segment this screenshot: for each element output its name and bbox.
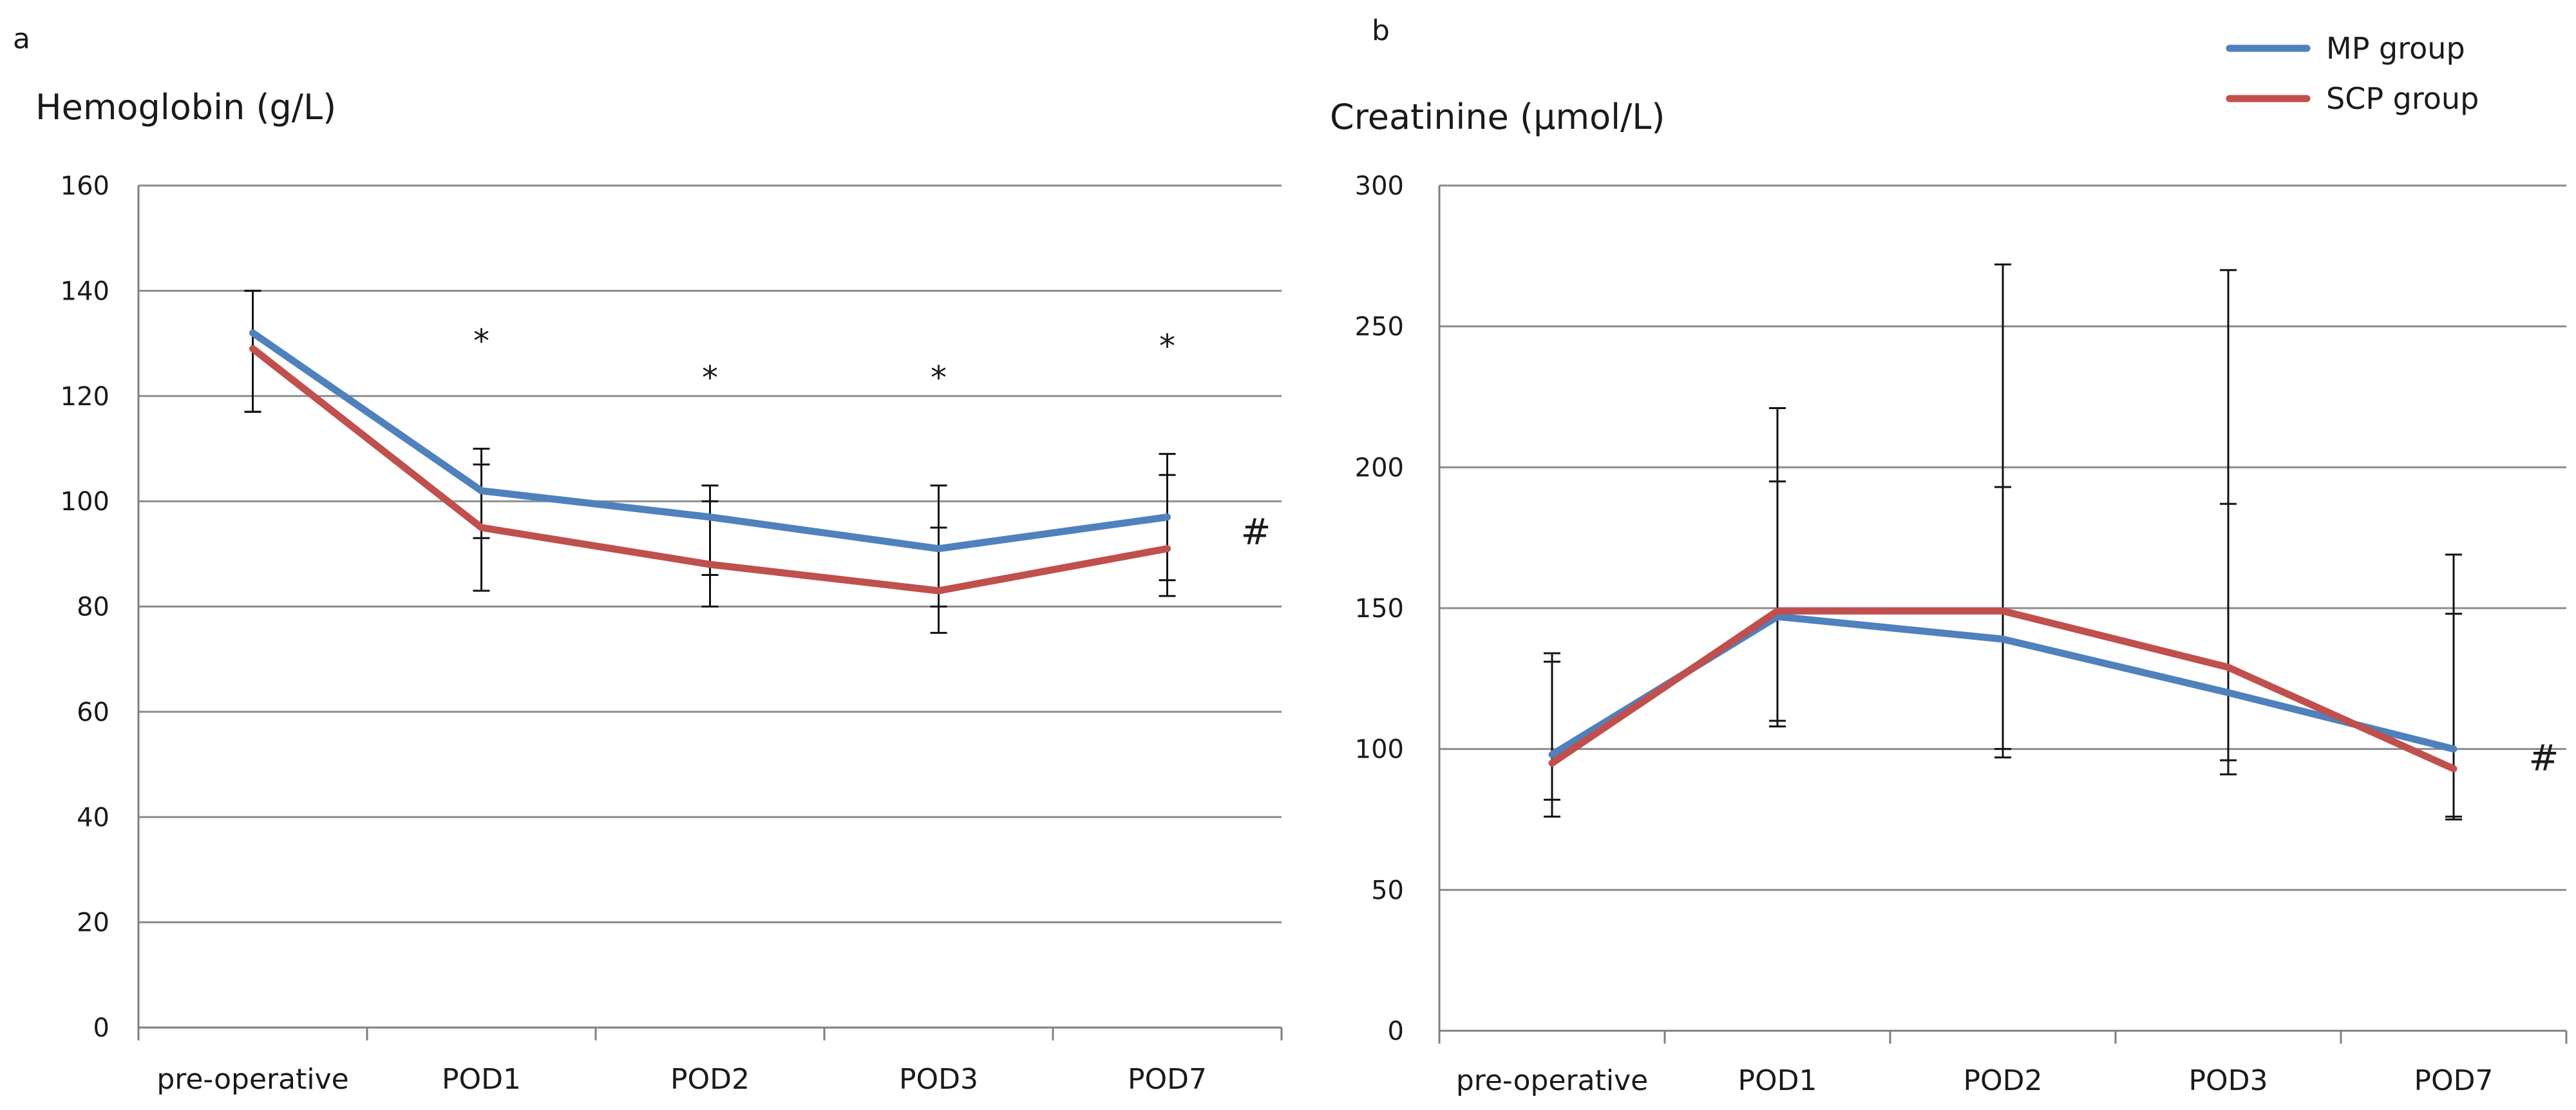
y-tick-label: 50: [1371, 876, 1404, 905]
significance-star: *: [473, 322, 489, 359]
series-line-scp: [1548, 607, 2458, 772]
y-tick-label: 80: [77, 593, 109, 622]
x-tick-label: POD7: [2414, 1064, 2493, 1097]
legend: MP group SCP group: [2226, 31, 2479, 116]
x-tick-label: POD2: [670, 1063, 750, 1096]
series-line-scp: [249, 345, 1171, 595]
x-tick-label: pre-operative: [156, 1063, 348, 1096]
group-difference-mark: #: [1241, 512, 1271, 553]
y-tick-label: 20: [77, 908, 109, 938]
y-tick-label: 160: [61, 171, 109, 201]
x-tick-label: POD1: [442, 1063, 521, 1096]
chart-title: Creatinine (μmol/L): [1330, 97, 1665, 137]
y-tick-label: 0: [93, 1013, 109, 1043]
y-tick-label: 140: [61, 276, 109, 306]
y-tick-label: 150: [1355, 594, 1404, 624]
x-tick-label: pre-operative: [1456, 1064, 1648, 1097]
significance-star: *: [702, 359, 718, 397]
y-tick-label: 200: [1355, 453, 1404, 483]
chart-title: Hemoglobin (g/L): [35, 87, 336, 128]
y-tick-label: 60: [77, 698, 109, 727]
x-tick-label: POD1: [1738, 1064, 1817, 1097]
y-tick-label: 40: [77, 803, 109, 832]
x-tick-label: POD3: [899, 1063, 978, 1096]
y-tick-label: 100: [61, 487, 109, 517]
y-tick-label: 120: [61, 382, 109, 412]
y-tick-label: 0: [1388, 1017, 1404, 1046]
significance-star: *: [1159, 328, 1175, 365]
x-tick-label: POD7: [1128, 1063, 1207, 1096]
panel-letter: a: [13, 23, 30, 55]
x-tick-label: POD3: [2188, 1064, 2268, 1097]
chart-panel-b: b Creatinine (μmol/L) 0 50 100 150 200 250 300 pr…: [1330, 14, 2568, 1097]
significance-star: *: [931, 359, 947, 397]
y-tick-label: 300: [1355, 171, 1404, 201]
series-line-mp: [249, 329, 1171, 553]
x-tick-label: POD2: [1963, 1064, 2042, 1097]
y-tick-label: 100: [1355, 735, 1404, 765]
panel-letter: b: [1372, 14, 1390, 47]
y-tick-label: 250: [1355, 312, 1404, 342]
legend-label: MP group: [2326, 31, 2465, 66]
legend-label: SCP group: [2326, 81, 2479, 116]
group-difference-mark: #: [2529, 738, 2559, 780]
